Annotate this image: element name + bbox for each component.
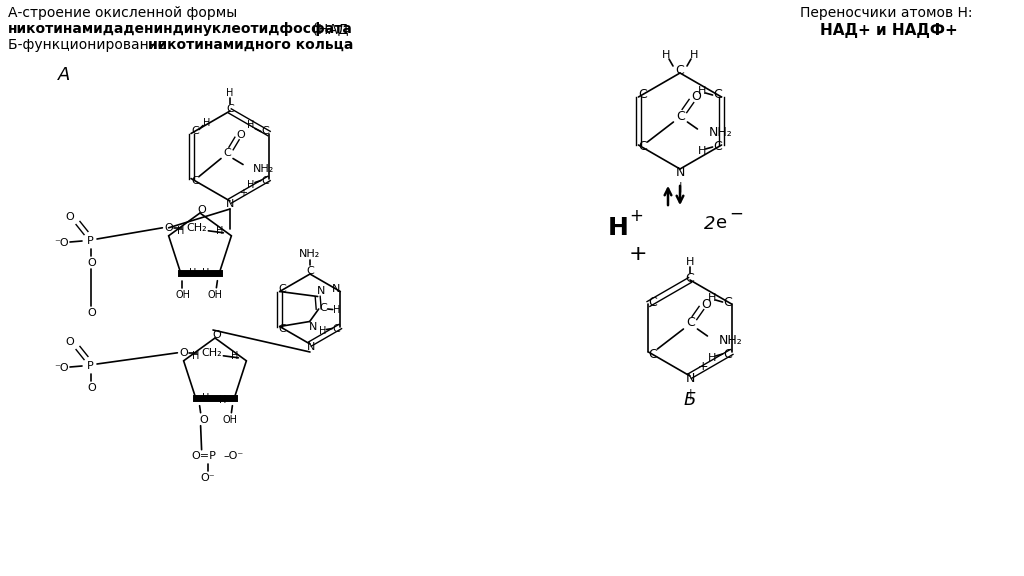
Text: –O⁻: –O⁻ (223, 450, 244, 461)
Text: +: + (629, 207, 643, 225)
Text: C: C (676, 65, 684, 78)
Text: P: P (87, 361, 93, 371)
Text: C: C (306, 266, 314, 276)
Text: OH: OH (175, 290, 190, 300)
Text: +: + (697, 359, 709, 373)
Text: C: C (676, 109, 685, 123)
Text: C: C (333, 324, 340, 334)
Text: N: N (675, 165, 685, 179)
Text: O: O (88, 383, 96, 393)
Text: |: | (688, 389, 692, 399)
Text: O: O (88, 258, 96, 268)
Text: H: H (216, 226, 223, 236)
Text: O: O (164, 223, 173, 233)
Text: А: А (58, 66, 71, 84)
Text: P: P (87, 236, 93, 246)
Text: e: e (717, 214, 728, 232)
Text: H: H (247, 120, 255, 131)
Text: C: C (223, 147, 230, 157)
Text: ⁻O: ⁻O (54, 238, 70, 248)
Text: O: O (200, 415, 208, 425)
Text: C: C (638, 89, 647, 101)
Text: |: | (678, 182, 682, 192)
Text: H: H (247, 180, 255, 190)
Text: O: O (237, 130, 246, 139)
Text: OH: OH (208, 290, 223, 300)
Text: C: C (279, 283, 287, 294)
Text: NH₂: NH₂ (253, 164, 274, 173)
Text: H: H (219, 395, 226, 405)
Text: C: C (261, 176, 269, 185)
Text: N: N (685, 373, 694, 385)
Text: NH₂: NH₂ (719, 334, 742, 347)
Text: H: H (708, 353, 716, 363)
Text: H: H (318, 325, 326, 335)
Text: O: O (179, 348, 187, 358)
Text: H: H (191, 351, 200, 361)
Text: N: N (316, 286, 325, 297)
Text: H: H (708, 293, 716, 303)
Text: H: H (697, 146, 706, 156)
Text: H: H (333, 305, 340, 315)
Text: NH₂: NH₂ (709, 127, 732, 139)
Text: H: H (204, 119, 211, 128)
Text: C: C (261, 127, 269, 137)
Text: NH₂: NH₂ (299, 249, 321, 259)
Text: N: N (307, 342, 315, 352)
Text: O: O (66, 337, 75, 347)
Text: Б: Б (684, 391, 696, 409)
Text: O⁻: O⁻ (201, 473, 215, 483)
Text: H: H (177, 226, 184, 236)
Text: 2: 2 (705, 215, 716, 233)
Text: H: H (686, 257, 694, 267)
Text: N: N (308, 321, 316, 332)
Text: O: O (691, 90, 701, 104)
Text: H: H (188, 268, 197, 278)
Text: (НАД: (НАД (308, 22, 348, 36)
Text: O: O (198, 205, 207, 215)
Text: C: C (648, 347, 656, 361)
Text: O: O (701, 297, 712, 310)
Text: C: C (191, 176, 199, 185)
Text: CH₂: CH₂ (186, 223, 207, 233)
Text: C: C (191, 127, 199, 137)
Text: C: C (279, 324, 287, 335)
Text: ⁻O: ⁻O (54, 363, 70, 373)
Text: H: H (230, 351, 238, 361)
Text: H: H (226, 88, 233, 98)
Text: N: N (332, 285, 341, 294)
Text: +: + (239, 188, 247, 198)
Text: H: H (607, 216, 629, 240)
Text: C: C (226, 104, 233, 114)
Text: НАД+ и НАДФ+: НАД+ и НАДФ+ (820, 23, 957, 38)
Text: O: O (66, 212, 75, 222)
Text: Переносчики атомов Н:: Переносчики атомов Н: (800, 6, 973, 20)
Text: N: N (226, 199, 234, 209)
Text: H: H (662, 50, 670, 60)
Text: OH: OH (223, 415, 238, 425)
Text: C: C (319, 303, 328, 313)
Text: H: H (690, 50, 698, 60)
Text: +: + (629, 244, 647, 264)
Text: O: O (88, 308, 96, 318)
Text: Б-функционирование: Б-функционирование (8, 38, 171, 52)
Text: никотинамидадениндинуклеотидфосфата: никотинамидадениндинуклеотидфосфата (8, 22, 353, 36)
Text: C: C (723, 347, 732, 361)
Text: O=P: O=P (191, 450, 216, 461)
Text: CH₂: CH₂ (201, 348, 222, 358)
Text: C: C (686, 271, 694, 285)
Text: никотинамидного кольца: никотинамидного кольца (148, 38, 353, 52)
Text: А-строение окисленной формы: А-строение окисленной формы (8, 6, 238, 20)
Text: H: H (697, 86, 706, 96)
Text: C: C (648, 295, 656, 309)
Text: C: C (713, 89, 722, 101)
Text: C: C (723, 295, 732, 309)
Text: O: O (213, 330, 221, 340)
Text: H: H (202, 393, 209, 403)
Text: C: C (686, 316, 695, 329)
Text: C: C (713, 141, 722, 153)
Text: C: C (638, 141, 647, 153)
Text: −: − (729, 205, 743, 223)
Text: H: H (202, 268, 209, 278)
